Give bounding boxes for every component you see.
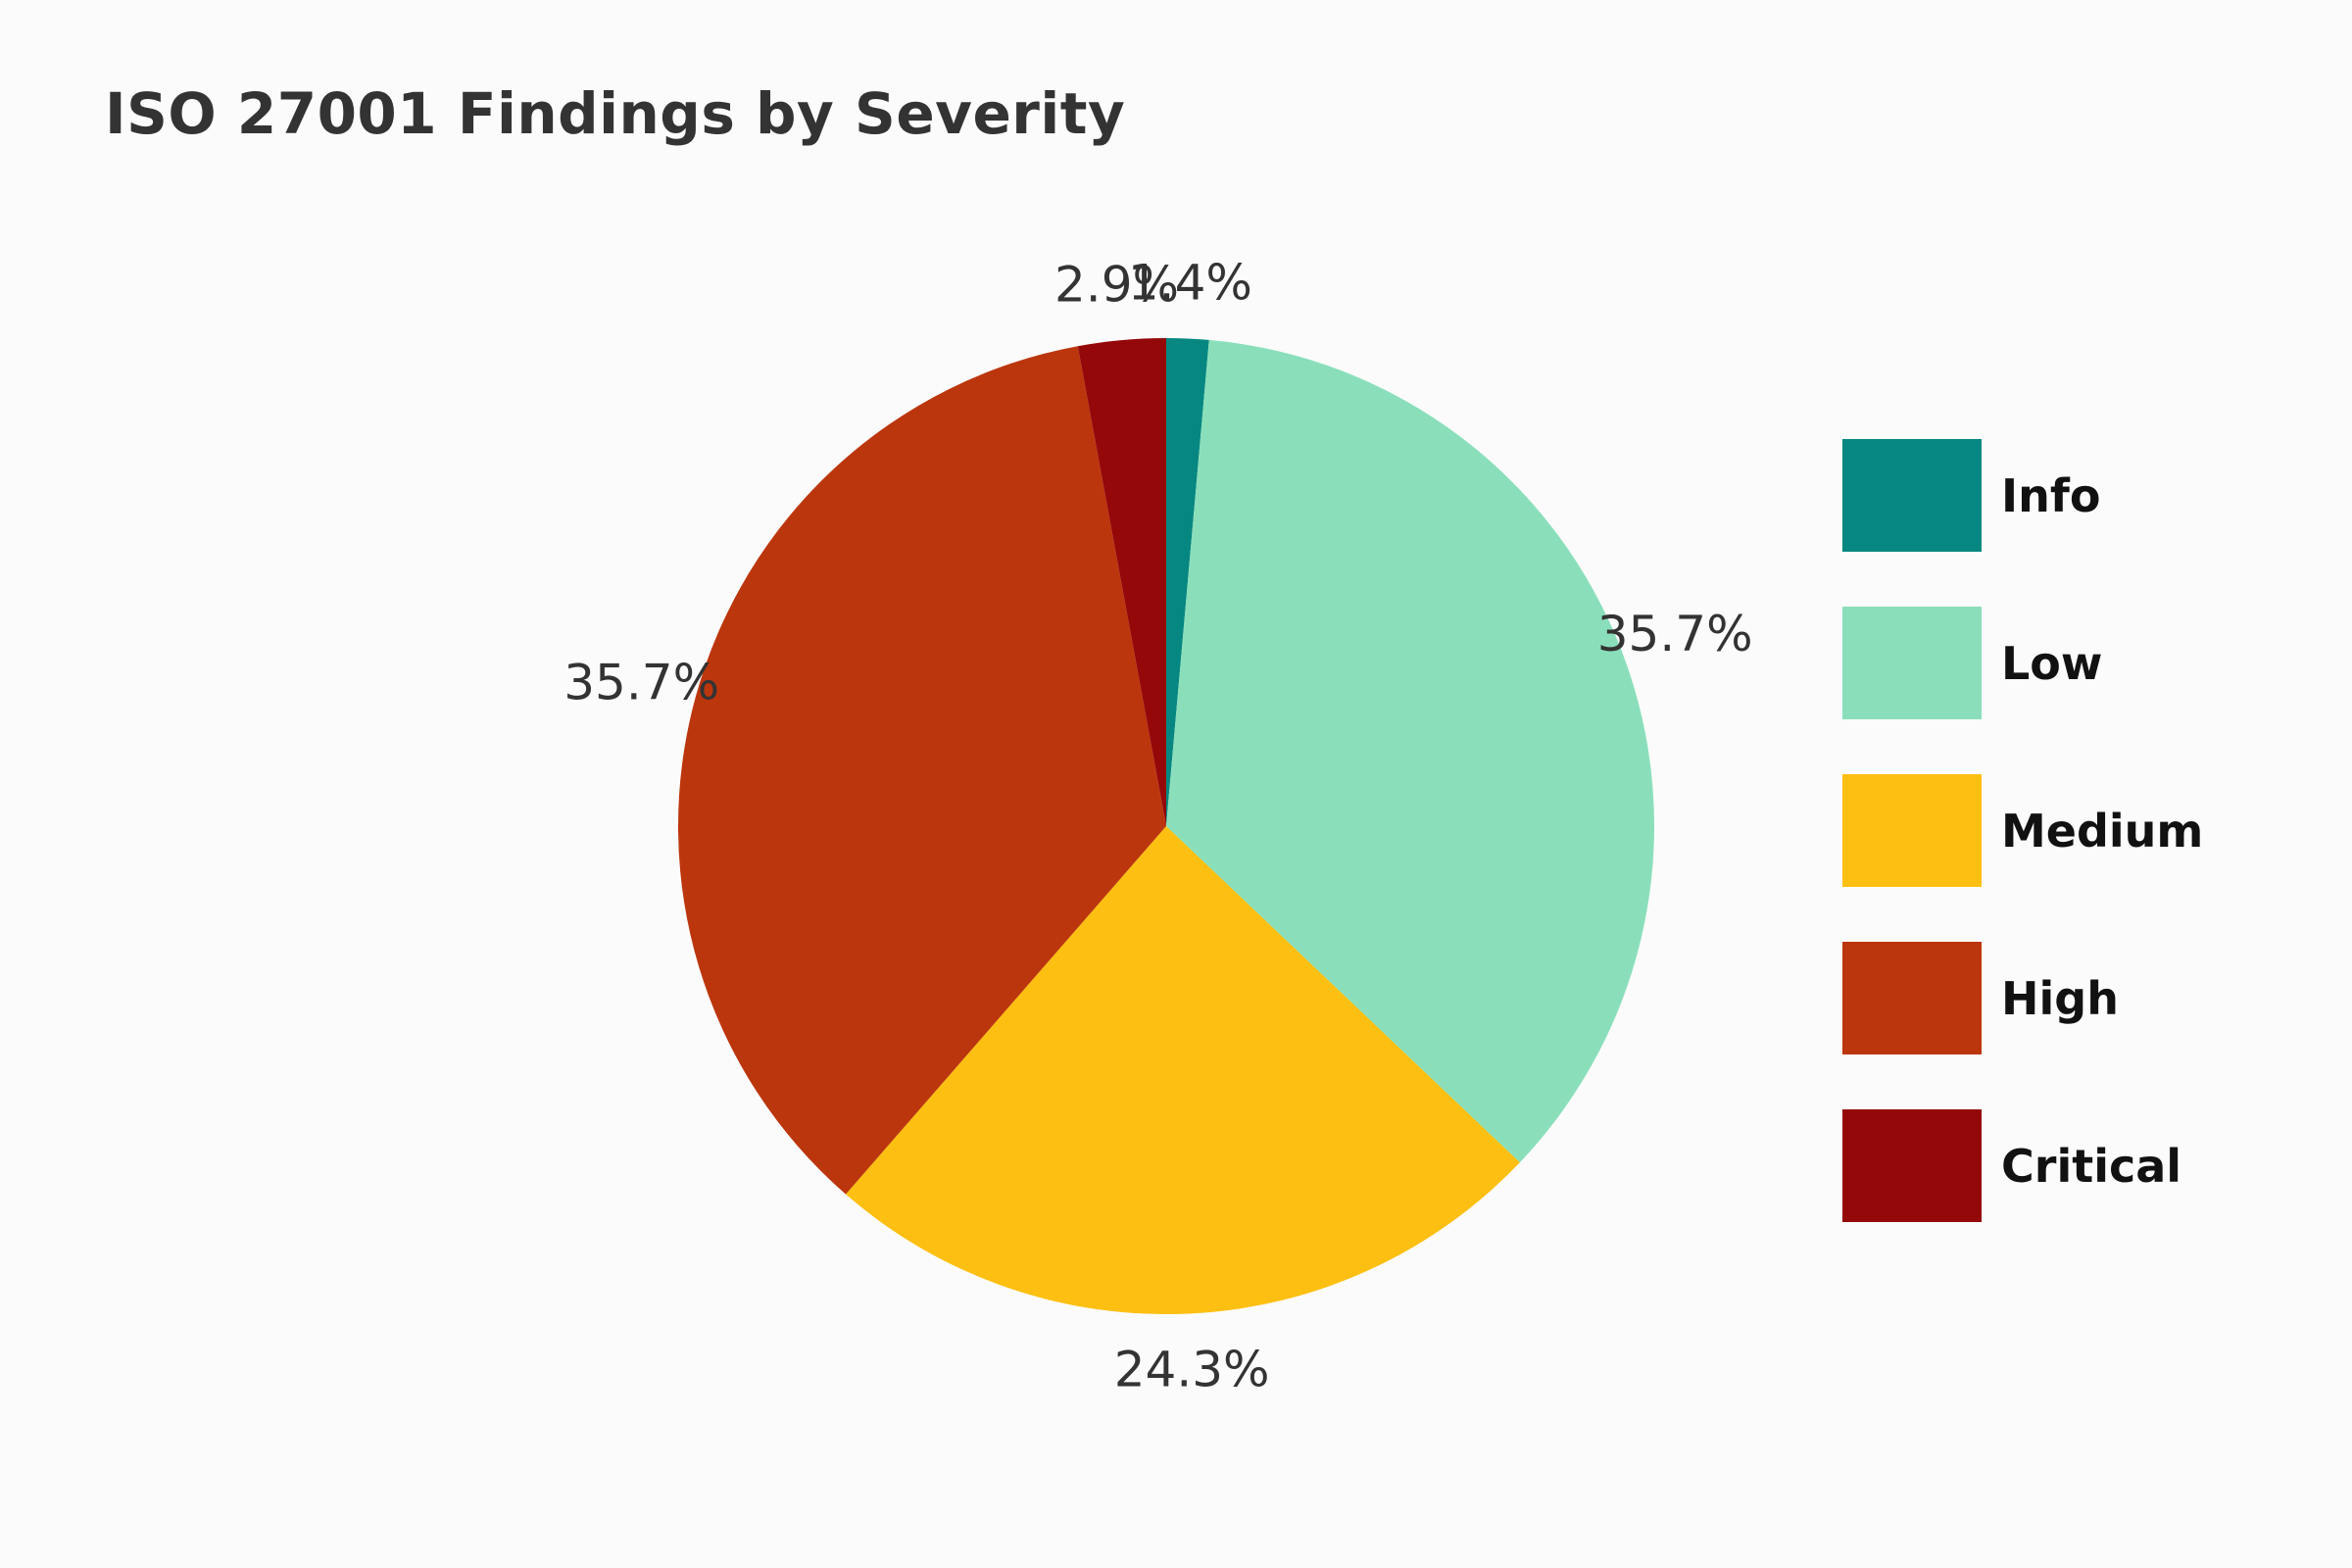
legend-item-high: High: [1842, 942, 2203, 1054]
legend-item-info: Info: [1842, 439, 2203, 552]
pie-percent-labels: 1.4% 35.7% 24.3% 35.7% 2.9%: [564, 255, 1752, 1398]
legend-item-low: Low: [1842, 607, 2203, 719]
legend-label-critical: Critical: [2001, 1139, 2182, 1193]
pie-slices: [677, 338, 1654, 1314]
pie-slice-medium: [846, 826, 1520, 1314]
legend-label-info: Info: [2001, 468, 2101, 522]
legend-swatch-critical: [1842, 1109, 1982, 1222]
pie-slice-info: [1166, 338, 1209, 826]
legend-swatch-info: [1842, 439, 1982, 552]
legend-swatch-low: [1842, 607, 1982, 719]
legend-label-high: High: [2001, 971, 2119, 1025]
legend-swatch-high: [1842, 942, 1982, 1054]
pie-label-medium: 24.3%: [1114, 1341, 1270, 1397]
pie-slice-low: [1166, 339, 1654, 1163]
legend-swatch-medium: [1842, 774, 1982, 887]
chart-title: ISO 27001 Findings by Severity: [105, 80, 1126, 147]
legend-label-medium: Medium: [2001, 804, 2204, 858]
legend: Info Low Medium High Critical: [1842, 439, 2203, 1222]
pie-label-low: 35.7%: [1597, 606, 1753, 662]
pie-label-critical: 2.9%: [1054, 256, 1179, 313]
pie-slice-high: [677, 346, 1166, 1195]
pie-label-high: 35.7%: [564, 655, 719, 711]
pie-label-info: 1.4%: [1128, 255, 1252, 312]
legend-item-medium: Medium: [1842, 774, 2203, 887]
legend-item-critical: Critical: [1842, 1109, 2203, 1222]
pie-slice-critical: [1077, 338, 1166, 826]
legend-label-low: Low: [2001, 636, 2103, 690]
